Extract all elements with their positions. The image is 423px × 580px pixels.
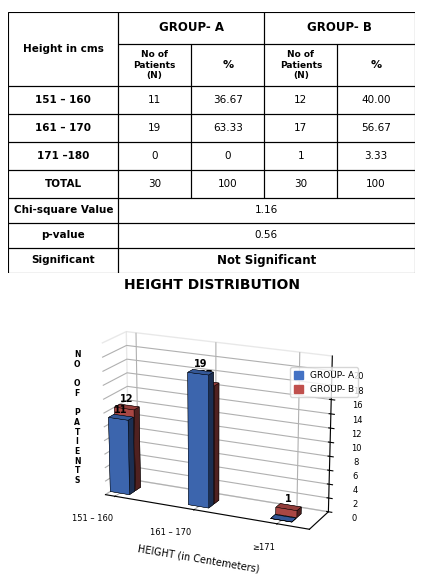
- Bar: [264, 12, 415, 44]
- Text: TOTAL: TOTAL: [45, 179, 82, 189]
- Bar: [118, 114, 191, 142]
- Bar: [191, 114, 264, 142]
- Text: 171 –180: 171 –180: [37, 151, 90, 161]
- Text: Not Significant: Not Significant: [217, 254, 316, 267]
- Bar: [264, 142, 338, 170]
- Text: Chi-square Value: Chi-square Value: [14, 205, 113, 215]
- Text: %: %: [371, 60, 382, 70]
- Text: 63.33: 63.33: [213, 123, 243, 133]
- Bar: [191, 44, 264, 86]
- Bar: [338, 44, 415, 86]
- Bar: [338, 170, 415, 198]
- Text: 3.33: 3.33: [364, 151, 387, 161]
- Bar: [118, 44, 191, 86]
- Text: 1.16: 1.16: [255, 205, 278, 215]
- Bar: [264, 44, 338, 86]
- Text: 0: 0: [225, 151, 231, 161]
- Text: p-value: p-value: [41, 230, 85, 240]
- Bar: [118, 12, 264, 44]
- Bar: [264, 114, 338, 142]
- Bar: [338, 114, 415, 142]
- Text: 30: 30: [294, 179, 308, 189]
- Bar: [118, 170, 191, 198]
- Bar: [8, 12, 118, 86]
- Text: 151 – 160: 151 – 160: [36, 95, 91, 106]
- Bar: [191, 142, 264, 170]
- Bar: [118, 223, 415, 248]
- Bar: [191, 170, 264, 198]
- Bar: [118, 142, 191, 170]
- Legend: GROUP- A, GROUP- B: GROUP- A, GROUP- B: [290, 367, 358, 397]
- Text: 17: 17: [294, 123, 308, 133]
- Text: No of
Patients
(N): No of Patients (N): [134, 50, 176, 80]
- Text: 100: 100: [218, 179, 238, 189]
- Bar: [118, 86, 191, 114]
- Text: Significant: Significant: [31, 255, 95, 265]
- Text: %: %: [222, 60, 233, 70]
- Text: 36.67: 36.67: [213, 95, 243, 106]
- Text: 0: 0: [151, 151, 158, 161]
- Bar: [118, 248, 415, 273]
- Text: 19: 19: [148, 123, 161, 133]
- Text: 11: 11: [148, 95, 161, 106]
- Text: 0.56: 0.56: [255, 230, 278, 240]
- Text: GROUP- B: GROUP- B: [307, 21, 372, 34]
- Text: 56.67: 56.67: [361, 123, 391, 133]
- Bar: [8, 170, 118, 198]
- Bar: [8, 114, 118, 142]
- Text: N
O
 
O
F
 
P
A
T
I
E
N
T
S: N O O F P A T I E N T S: [74, 350, 80, 485]
- Text: 161 – 170: 161 – 170: [35, 123, 91, 133]
- Text: 1: 1: [297, 151, 304, 161]
- Text: No of
Patients
(N): No of Patients (N): [280, 50, 322, 80]
- Bar: [191, 86, 264, 114]
- Bar: [118, 198, 415, 223]
- Bar: [338, 86, 415, 114]
- Text: 40.00: 40.00: [361, 95, 391, 106]
- Text: Height in cms: Height in cms: [23, 44, 104, 54]
- Bar: [8, 248, 118, 273]
- Title: HEIGHT DISTRIBUTION: HEIGHT DISTRIBUTION: [124, 278, 299, 292]
- Bar: [338, 142, 415, 170]
- X-axis label: HEIGHT (in Centemeters): HEIGHT (in Centemeters): [137, 543, 260, 574]
- Bar: [264, 86, 338, 114]
- Bar: [8, 223, 118, 248]
- Text: 30: 30: [148, 179, 161, 189]
- Text: GROUP- A: GROUP- A: [159, 21, 224, 34]
- Bar: [8, 142, 118, 170]
- Text: 12: 12: [294, 95, 308, 106]
- Bar: [264, 170, 338, 198]
- Bar: [8, 198, 118, 223]
- Bar: [8, 86, 118, 114]
- Text: 100: 100: [366, 179, 386, 189]
